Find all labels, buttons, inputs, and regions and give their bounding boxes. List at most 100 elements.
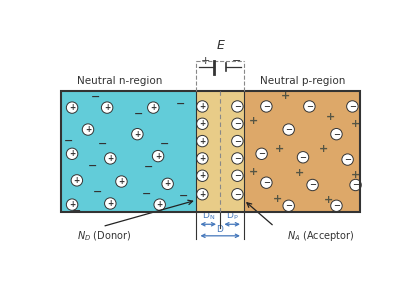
Text: +: + [199,190,206,199]
Text: −: − [134,108,144,118]
Text: −: − [300,153,307,162]
Text: −: − [349,102,356,111]
Text: $N_D$ (Donor): $N_D$ (Donor) [77,229,131,243]
Ellipse shape [232,135,243,147]
Text: −: − [333,130,340,139]
Text: $\mathsf{D_N}$: $\mathsf{D_N}$ [202,210,215,222]
Ellipse shape [196,188,208,200]
Text: +: + [69,149,75,158]
Text: +: + [273,194,282,204]
Text: −: − [98,138,107,148]
Ellipse shape [261,177,272,188]
Ellipse shape [331,128,342,140]
Bar [61,92,196,212]
Text: −: − [344,155,351,164]
Ellipse shape [331,200,342,212]
Text: −: − [144,161,153,172]
Text: Neutral n-region: Neutral n-region [77,76,162,86]
Text: −: − [175,99,185,109]
Text: −: − [234,102,241,111]
Ellipse shape [196,170,208,182]
Bar [244,92,360,212]
Text: −: − [179,190,188,200]
Text: +: + [351,169,360,180]
Ellipse shape [232,101,243,112]
Ellipse shape [350,179,361,191]
Ellipse shape [342,154,353,165]
Bar [196,92,244,212]
Text: +: + [118,177,125,186]
Ellipse shape [346,101,358,112]
Text: −: − [234,171,241,180]
Text: +: + [69,103,75,112]
Text: −: − [88,160,97,170]
Ellipse shape [104,198,116,209]
Ellipse shape [232,188,243,200]
Text: +: + [164,179,171,188]
Ellipse shape [116,176,127,187]
Ellipse shape [66,199,78,210]
Text: +: + [150,103,157,112]
Text: −: − [258,149,265,158]
Text: +: + [249,167,258,177]
Text: −: − [263,102,270,111]
Text: −: − [160,138,169,148]
Text: +: + [134,130,141,139]
Ellipse shape [283,200,294,212]
Text: +: + [157,200,163,209]
Ellipse shape [232,170,243,182]
Text: −: − [306,102,313,111]
Ellipse shape [82,124,94,135]
Ellipse shape [152,150,164,162]
Text: −: − [64,136,74,146]
Ellipse shape [71,175,83,186]
Text: +: + [326,112,335,122]
Ellipse shape [196,118,208,130]
Text: −: − [285,125,292,134]
Text: +: + [199,136,206,146]
Text: −: − [93,187,102,197]
Text: +: + [295,168,305,178]
Text: +: + [351,119,360,129]
Text: −: − [234,190,241,199]
Ellipse shape [232,153,243,164]
Text: −: − [352,181,359,190]
Ellipse shape [307,179,318,191]
Ellipse shape [102,102,113,113]
Text: +: + [199,102,206,111]
Text: +: + [74,176,80,185]
Ellipse shape [104,153,116,164]
Text: +: + [199,171,206,180]
Ellipse shape [162,178,173,190]
Ellipse shape [66,102,78,113]
Text: $\mathsf{D_P}$: $\mathsf{D_P}$ [226,210,238,222]
Text: +: + [107,199,113,208]
Text: +: + [275,144,284,154]
Ellipse shape [148,102,159,113]
Text: −: − [234,136,241,146]
Text: +: + [324,195,333,205]
Text: −: − [285,201,292,210]
Ellipse shape [196,101,208,112]
Text: −: − [231,56,241,66]
Text: −: − [263,178,270,187]
Ellipse shape [297,152,309,163]
Text: −: − [234,154,241,163]
Text: −: − [333,201,340,210]
Ellipse shape [261,101,272,112]
Ellipse shape [196,135,208,147]
Ellipse shape [304,101,315,112]
Text: +: + [249,116,258,127]
Ellipse shape [132,128,143,140]
Text: −: − [234,119,241,128]
Text: $N_A$ (Acceptor): $N_A$ (Acceptor) [287,229,355,243]
Text: +: + [69,200,75,209]
Text: +: + [319,144,328,154]
Text: +: + [104,103,110,112]
Ellipse shape [196,153,208,164]
Text: −: − [142,189,152,199]
Text: +: + [85,125,91,134]
Text: −: − [72,206,81,215]
Text: $\mathsf{D}$: $\mathsf{D}$ [216,223,224,234]
Text: +: + [281,91,290,101]
